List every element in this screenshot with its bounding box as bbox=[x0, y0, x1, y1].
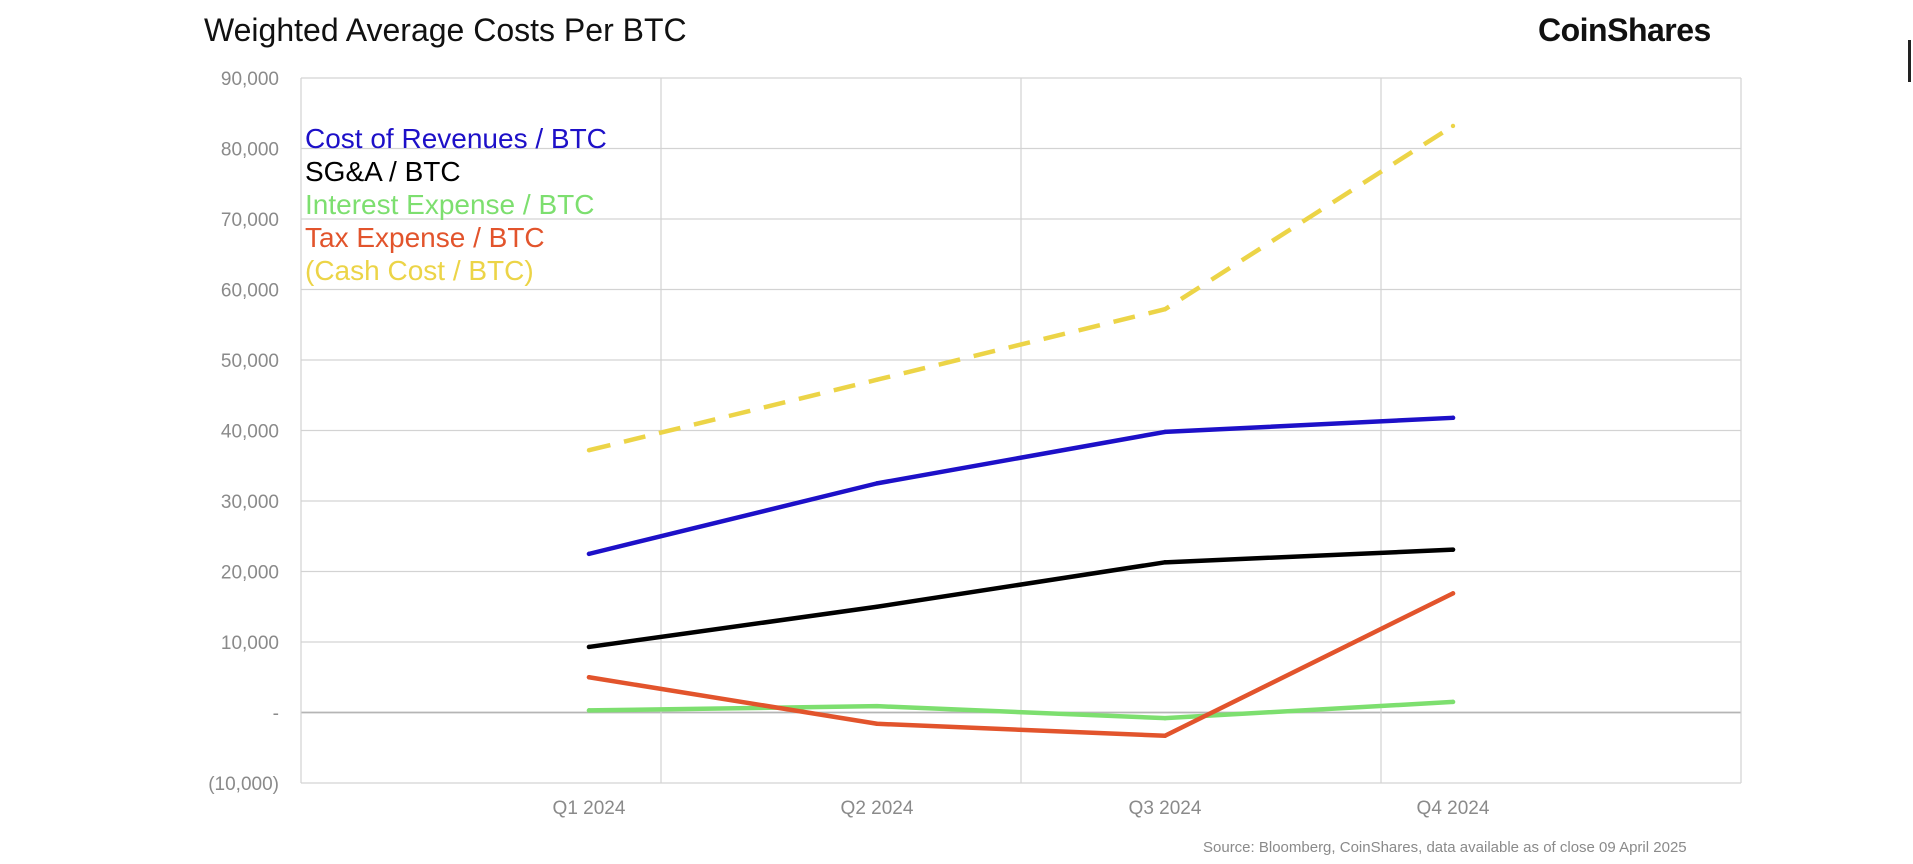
data-point bbox=[874, 377, 880, 382]
series-line bbox=[586, 415, 1456, 557]
series-line bbox=[586, 699, 1456, 721]
edge-marker bbox=[1908, 40, 1911, 82]
x-tick-labels: Q1 2024 Q2 2024 Q3 2024 Q4 2024 bbox=[553, 798, 1490, 819]
data-point bbox=[874, 703, 880, 709]
y-tick-label: - bbox=[273, 704, 279, 725]
y-tick-label: 70,000 bbox=[221, 210, 279, 231]
legend-item: Tax Expense / BTC bbox=[305, 222, 545, 253]
data-point bbox=[1162, 307, 1168, 312]
series-layer bbox=[586, 123, 1456, 739]
grid-layer bbox=[300, 77, 1742, 784]
y-tick-label: 10,000 bbox=[221, 633, 279, 654]
x-tick-label: Q4 2024 bbox=[1417, 798, 1490, 819]
x-tick-label: Q3 2024 bbox=[1129, 798, 1202, 819]
y-tick-labels: (10,000) - 10,000 20,000 30,000 40,000 50,000 6… bbox=[208, 69, 279, 795]
data-point bbox=[586, 708, 592, 713]
data-point bbox=[1162, 733, 1168, 738]
data-point bbox=[1450, 123, 1456, 129]
series-line bbox=[588, 124, 1455, 453]
source-note: Source: Bloomberg, CoinShares, data avai… bbox=[1203, 839, 1687, 856]
data-point bbox=[1162, 560, 1168, 565]
series-line bbox=[586, 591, 1456, 739]
coinshares-logo: CoinShares bbox=[1538, 12, 1711, 48]
chart-title: Weighted Average Costs Per BTC bbox=[204, 12, 687, 48]
x-tick-label: Q1 2024 bbox=[553, 798, 626, 819]
data-point bbox=[874, 481, 880, 486]
y-tick-label: 60,000 bbox=[221, 281, 279, 302]
data-point bbox=[586, 675, 592, 680]
y-tick-label: 80,000 bbox=[221, 140, 279, 161]
y-tick-label: (10,000) bbox=[208, 774, 279, 795]
data-point bbox=[1450, 547, 1456, 552]
y-tick-label: 50,000 bbox=[221, 351, 279, 372]
y-tick-label: 90,000 bbox=[221, 69, 279, 90]
data-point bbox=[1162, 715, 1168, 721]
legend-item: Interest Expense / BTC bbox=[305, 189, 594, 220]
legend-item: Cost of Revenues / BTC bbox=[305, 123, 607, 154]
data-point bbox=[586, 551, 592, 557]
data-point bbox=[1450, 591, 1456, 596]
data-point bbox=[874, 721, 880, 726]
data-point bbox=[1450, 415, 1456, 421]
series-line bbox=[586, 547, 1456, 650]
data-point bbox=[586, 644, 592, 650]
y-tick-label: 30,000 bbox=[221, 492, 279, 513]
data-point bbox=[1450, 699, 1456, 705]
data-point bbox=[874, 604, 880, 609]
data-point bbox=[1162, 429, 1168, 435]
y-tick-label: 20,000 bbox=[221, 563, 279, 584]
legend-item: SG&A / BTC bbox=[305, 156, 461, 187]
data-point bbox=[586, 448, 592, 453]
x-tick-label: Q2 2024 bbox=[841, 798, 914, 819]
y-tick-label: 40,000 bbox=[221, 422, 279, 443]
legend-item: (Cash Cost / BTC) bbox=[305, 255, 534, 286]
